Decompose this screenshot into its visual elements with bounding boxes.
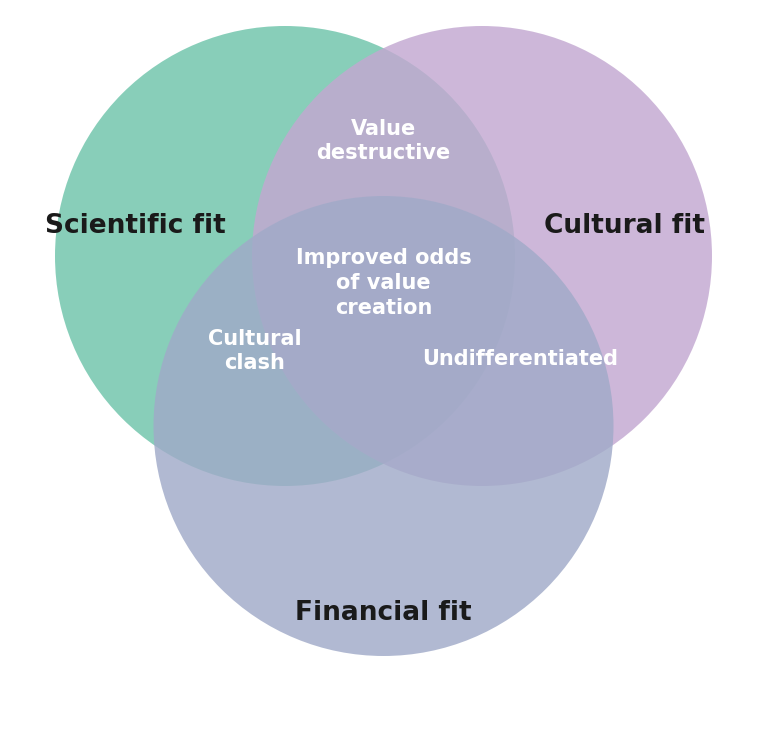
Text: Value
destructive: Value destructive: [316, 118, 451, 164]
Text: Financial fit: Financial fit: [295, 600, 472, 626]
Circle shape: [55, 26, 515, 486]
Text: Improved odds
of value
creation: Improved odds of value creation: [295, 249, 472, 318]
Text: Scientific fit: Scientific fit: [44, 213, 225, 239]
Circle shape: [252, 26, 712, 486]
Text: Cultural fit: Cultural fit: [545, 213, 706, 239]
Text: Undifferentiated: Undifferentiated: [422, 349, 618, 369]
Circle shape: [153, 196, 614, 656]
Text: Cultural
clash: Cultural clash: [208, 329, 301, 374]
